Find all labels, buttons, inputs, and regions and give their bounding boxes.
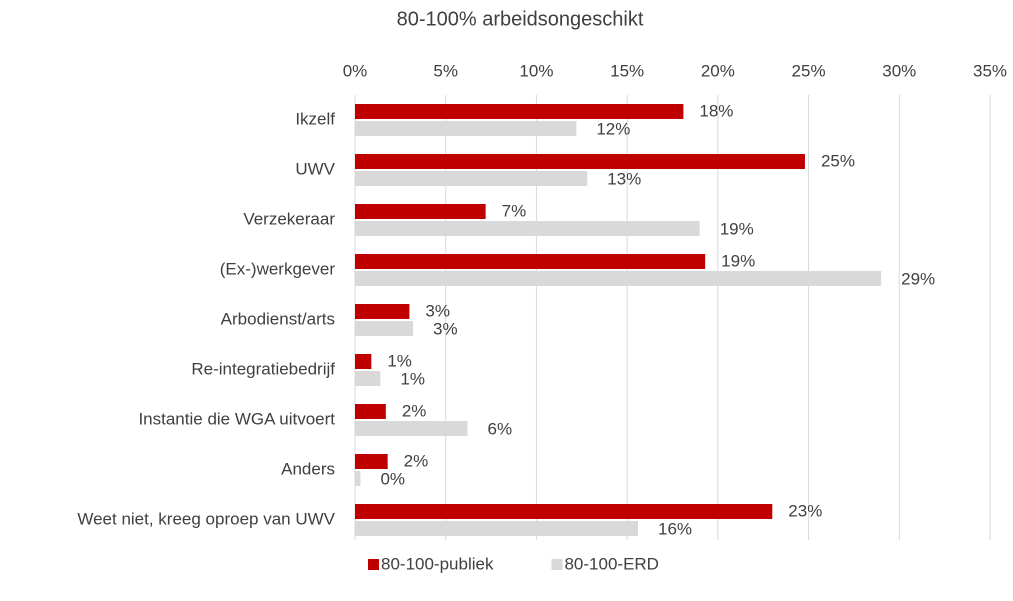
bar [355,354,372,369]
value-label: 12% [596,119,630,138]
y-tick-label: (Ex-)werkgever [220,259,336,278]
bar [355,304,410,319]
value-label: 3% [433,319,458,338]
x-tick-label: 20% [701,61,735,80]
bar [355,104,684,119]
x-tick-label: 30% [882,61,916,80]
bar [355,454,388,469]
y-tick-label: Arbodienst/arts [221,309,335,328]
legend-label: 80-100-ERD [564,554,659,573]
bar [355,421,468,436]
value-label: 7% [502,201,527,220]
value-label: 18% [699,101,733,120]
chart-title: 80-100% arbeidsongeschikt [397,8,644,30]
x-tick-label: 35% [973,61,1007,80]
legend-label: 80-100-publiek [381,554,494,573]
value-label: 6% [487,419,512,438]
x-tick-label: 25% [792,61,826,80]
x-tick-label: 10% [519,61,553,80]
bar [355,154,805,169]
value-label: 29% [901,269,935,288]
value-label: 2% [402,401,427,420]
y-tick-label: Instantie die WGA uitvoert [138,409,335,428]
x-tick-label: 0% [343,61,368,80]
bar [355,221,700,236]
bar [355,171,588,186]
y-tick-label: Anders [281,459,335,478]
bar [355,521,639,536]
y-tick-label: UWV [295,159,335,178]
x-tick-label: 15% [610,61,644,80]
y-tick-label: Verzekeraar [243,209,335,228]
value-label: 13% [607,169,641,188]
value-label: 0% [380,469,405,488]
value-label: 1% [400,369,425,388]
value-label: 16% [658,519,692,538]
value-label: 2% [404,451,429,470]
value-label: 19% [720,219,754,238]
legend-swatch [368,559,379,570]
bar [355,121,577,136]
legend-swatch [551,559,563,570]
bar [355,404,386,419]
bar [355,504,773,519]
bar [355,321,414,336]
x-tick-label: 5% [433,61,458,80]
value-label: 3% [425,301,450,320]
value-label: 1% [387,351,412,370]
bar [355,204,486,219]
bar [355,254,706,269]
value-label: 25% [821,151,855,170]
value-label: 23% [788,501,822,520]
bar [355,371,381,386]
value-label: 19% [721,251,755,270]
y-tick-label: Re-integratiebedrijf [191,359,335,378]
bar [355,471,361,486]
bar [355,271,882,286]
y-tick-label: Ikzelf [295,109,335,128]
y-tick-label: Weet niet, kreeg oproep van UWV [77,509,335,528]
